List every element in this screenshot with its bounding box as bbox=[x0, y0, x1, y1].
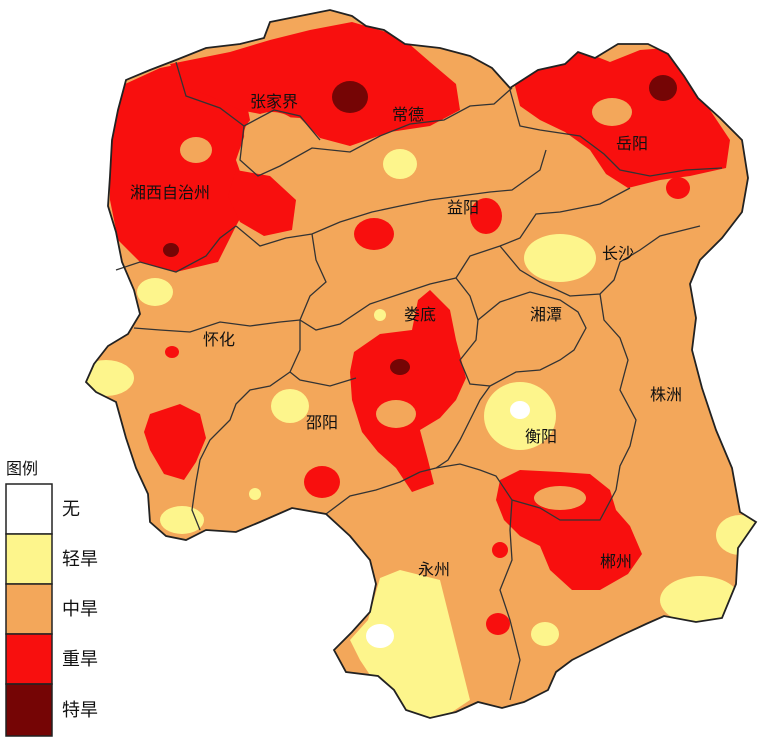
legend: 图例 无 轻旱 中旱 重旱 特旱 bbox=[5, 459, 98, 737]
legend-swatch-extreme bbox=[5, 683, 53, 737]
city-label-yueyang: 岳阳 bbox=[616, 134, 648, 153]
legend-swatch-moderate bbox=[5, 583, 53, 635]
city-label-changsha: 长沙 bbox=[602, 244, 634, 263]
city-label-yiyang: 益阳 bbox=[447, 198, 479, 217]
city-boundaries bbox=[115, 61, 723, 701]
city-label-xiangtan: 湘潭 bbox=[530, 305, 562, 324]
city-label-changde: 常德 bbox=[392, 105, 424, 124]
city-label-loudi: 娄底 bbox=[404, 305, 436, 324]
legend-title: 图例 bbox=[6, 459, 38, 478]
zones-moderate-inner bbox=[180, 98, 632, 510]
city-label-huaihua: 怀化 bbox=[203, 330, 235, 349]
city-label-yongzhou: 永州 bbox=[418, 560, 450, 579]
legend-swatch-none bbox=[5, 483, 53, 535]
city-label-zhangjiajie: 张家界 bbox=[250, 92, 298, 111]
legend-swatch-light bbox=[5, 533, 53, 585]
legend-label-extreme: 特旱 bbox=[62, 700, 98, 721]
legend-label-light: 轻旱 bbox=[62, 549, 98, 570]
zones-none bbox=[366, 401, 530, 648]
city-label-hengyang: 衡阳 bbox=[525, 427, 557, 446]
legend-label-moderate: 中旱 bbox=[62, 599, 98, 620]
city-label-shaoyang: 邵阳 bbox=[306, 413, 338, 432]
city-label-chenzhou: 郴州 bbox=[600, 552, 632, 571]
city-labels: 张家界 常德 岳阳 湘西自治州 益阳 长沙 怀化 娄底 湘潭 株洲 邵阳 衡阳 … bbox=[130, 92, 682, 579]
legend-label-severe: 重旱 bbox=[62, 649, 98, 670]
legend-swatch-severe bbox=[5, 633, 53, 685]
legend-label-none: 无 bbox=[62, 499, 80, 520]
zones-extreme bbox=[163, 75, 677, 375]
city-label-xiangxi: 湘西自治州 bbox=[130, 183, 210, 202]
city-label-zhuzhou: 株洲 bbox=[650, 385, 682, 404]
